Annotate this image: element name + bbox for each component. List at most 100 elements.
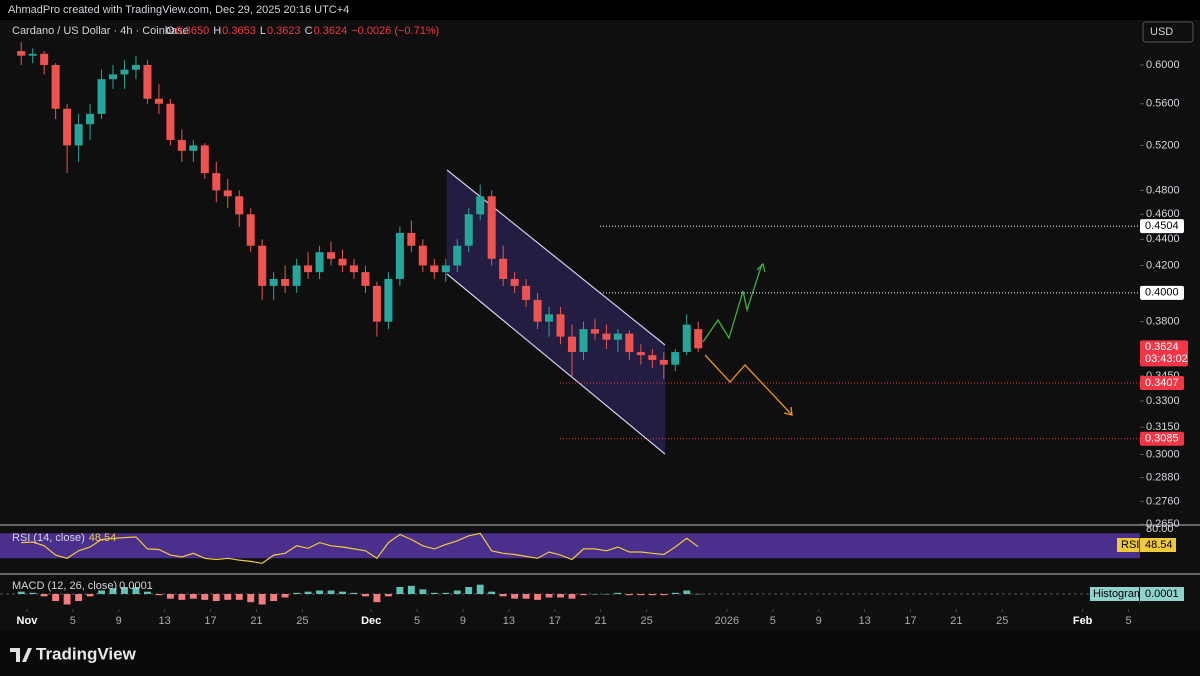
candle-body — [17, 51, 26, 56]
macd-value-box — [1140, 587, 1184, 601]
histogram-bar — [694, 593, 702, 595]
histogram-bar — [189, 594, 197, 599]
candle-body — [567, 336, 577, 353]
histogram-bar — [407, 585, 415, 594]
histogram-bar — [178, 594, 186, 600]
candle-body — [327, 252, 336, 259]
plot: 0.6000 0.5600 0.5200 0.4800 0.4600 0.4400 0.42… — [0, 25, 1188, 627]
last-price-label: 0.3624 — [1145, 341, 1179, 353]
candle-body — [200, 145, 209, 174]
candle-body — [430, 265, 439, 273]
candle-body — [63, 108, 72, 146]
rsi-axis-value: 48.54 — [1145, 539, 1173, 551]
x-tick-label: 13 — [159, 615, 171, 627]
bull-arrowhead — [756, 262, 766, 273]
candle-body — [223, 190, 232, 197]
y-tick-label: 0.3300 — [1146, 395, 1180, 407]
candle-body — [533, 299, 542, 322]
histogram-bar — [396, 587, 404, 594]
candle-body — [154, 98, 163, 104]
histogram-bar — [281, 594, 289, 598]
histogram-bar — [683, 590, 691, 594]
candle-body — [464, 214, 473, 246]
candle-body — [189, 145, 198, 151]
ohlc-key: L — [260, 25, 266, 37]
histogram-bar — [522, 594, 530, 599]
candle-body — [510, 278, 519, 286]
change: −0.0026 (−0.71%) — [351, 25, 439, 37]
ohlc-value: 0.3623 — [267, 25, 301, 37]
histogram-bar — [557, 594, 564, 598]
histogram-bar — [465, 587, 473, 594]
level-label: 0.4000 — [1145, 287, 1179, 299]
histogram-bar — [270, 594, 278, 601]
x-tick-label: Nov — [17, 615, 39, 627]
candle-body — [556, 314, 565, 337]
x-tick-label: 13 — [503, 615, 515, 627]
histogram-bar — [511, 594, 519, 599]
x-tick-label: Feb — [1073, 615, 1093, 627]
candle-body — [579, 329, 588, 353]
rsi-value: 48.54 — [89, 532, 117, 544]
candle-body — [166, 103, 175, 141]
macd-axis-label: Histogram — [1093, 588, 1143, 600]
y-tick-label: 0.4600 — [1146, 208, 1180, 220]
candle-body — [590, 329, 599, 334]
candle-body — [120, 69, 129, 75]
candle-body — [304, 265, 313, 273]
candle-body — [441, 265, 450, 273]
histogram-bar — [247, 594, 255, 603]
histogram-bar — [155, 594, 163, 596]
candle-body — [281, 278, 290, 286]
candle-body — [269, 278, 278, 286]
x-tick-label: 21 — [950, 615, 962, 627]
candle-body — [613, 333, 622, 340]
candle-body — [235, 196, 244, 215]
histogram-bar — [121, 587, 128, 594]
currency[interactable]: USD — [1150, 26, 1173, 38]
x-tick-label: 9 — [116, 615, 122, 627]
histogram-bar — [499, 594, 507, 597]
y-tick-label: 0.2650 — [1146, 518, 1180, 530]
histogram-bar — [488, 591, 496, 594]
histogram-bar — [534, 594, 542, 600]
level-box — [1140, 285, 1184, 300]
x-tick-label: 17 — [549, 615, 561, 627]
x-tick-label: 13 — [858, 615, 870, 627]
ohlc-value: 0.3624 — [314, 25, 348, 37]
x-tick-label: 5 — [1125, 615, 1131, 627]
histogram-bar — [476, 584, 484, 594]
rsi-axis-label: RSI — [1121, 539, 1139, 551]
candle-body — [212, 173, 221, 191]
candle-body — [246, 214, 255, 246]
x-tick-label: 2026 — [715, 615, 739, 627]
histogram-bar — [166, 594, 174, 599]
histogram-bar — [258, 594, 266, 605]
y-tick-label: 0.6000 — [1146, 59, 1180, 71]
histogram-bar — [660, 594, 668, 596]
histogram-bar — [304, 591, 312, 594]
candle-body — [407, 232, 416, 246]
y-tick-label: 80.00 — [1146, 523, 1174, 535]
candle-body — [384, 278, 393, 322]
rsi-line — [21, 532, 699, 564]
y-tick-label: 0.4200 — [1146, 259, 1180, 271]
candle-body — [177, 140, 186, 151]
currency-button[interactable] — [1142, 21, 1194, 43]
logo-icon — [10, 648, 32, 662]
candle-body — [258, 245, 267, 286]
candle-body — [51, 64, 60, 109]
candle-body — [418, 245, 427, 266]
level-label: 0.3085 — [1145, 433, 1179, 445]
candle-body — [522, 285, 531, 300]
histogram-bar — [442, 592, 450, 594]
histogram-bar — [40, 594, 48, 597]
y-tick-label: 0.5200 — [1146, 139, 1180, 151]
x-tick-label: 21 — [595, 615, 607, 627]
histogram-bar — [293, 592, 301, 594]
candle-body — [648, 355, 657, 360]
histogram-bar — [545, 594, 553, 598]
candle-body — [545, 314, 554, 322]
histogram-bar — [17, 591, 25, 594]
candle-body — [315, 252, 324, 273]
